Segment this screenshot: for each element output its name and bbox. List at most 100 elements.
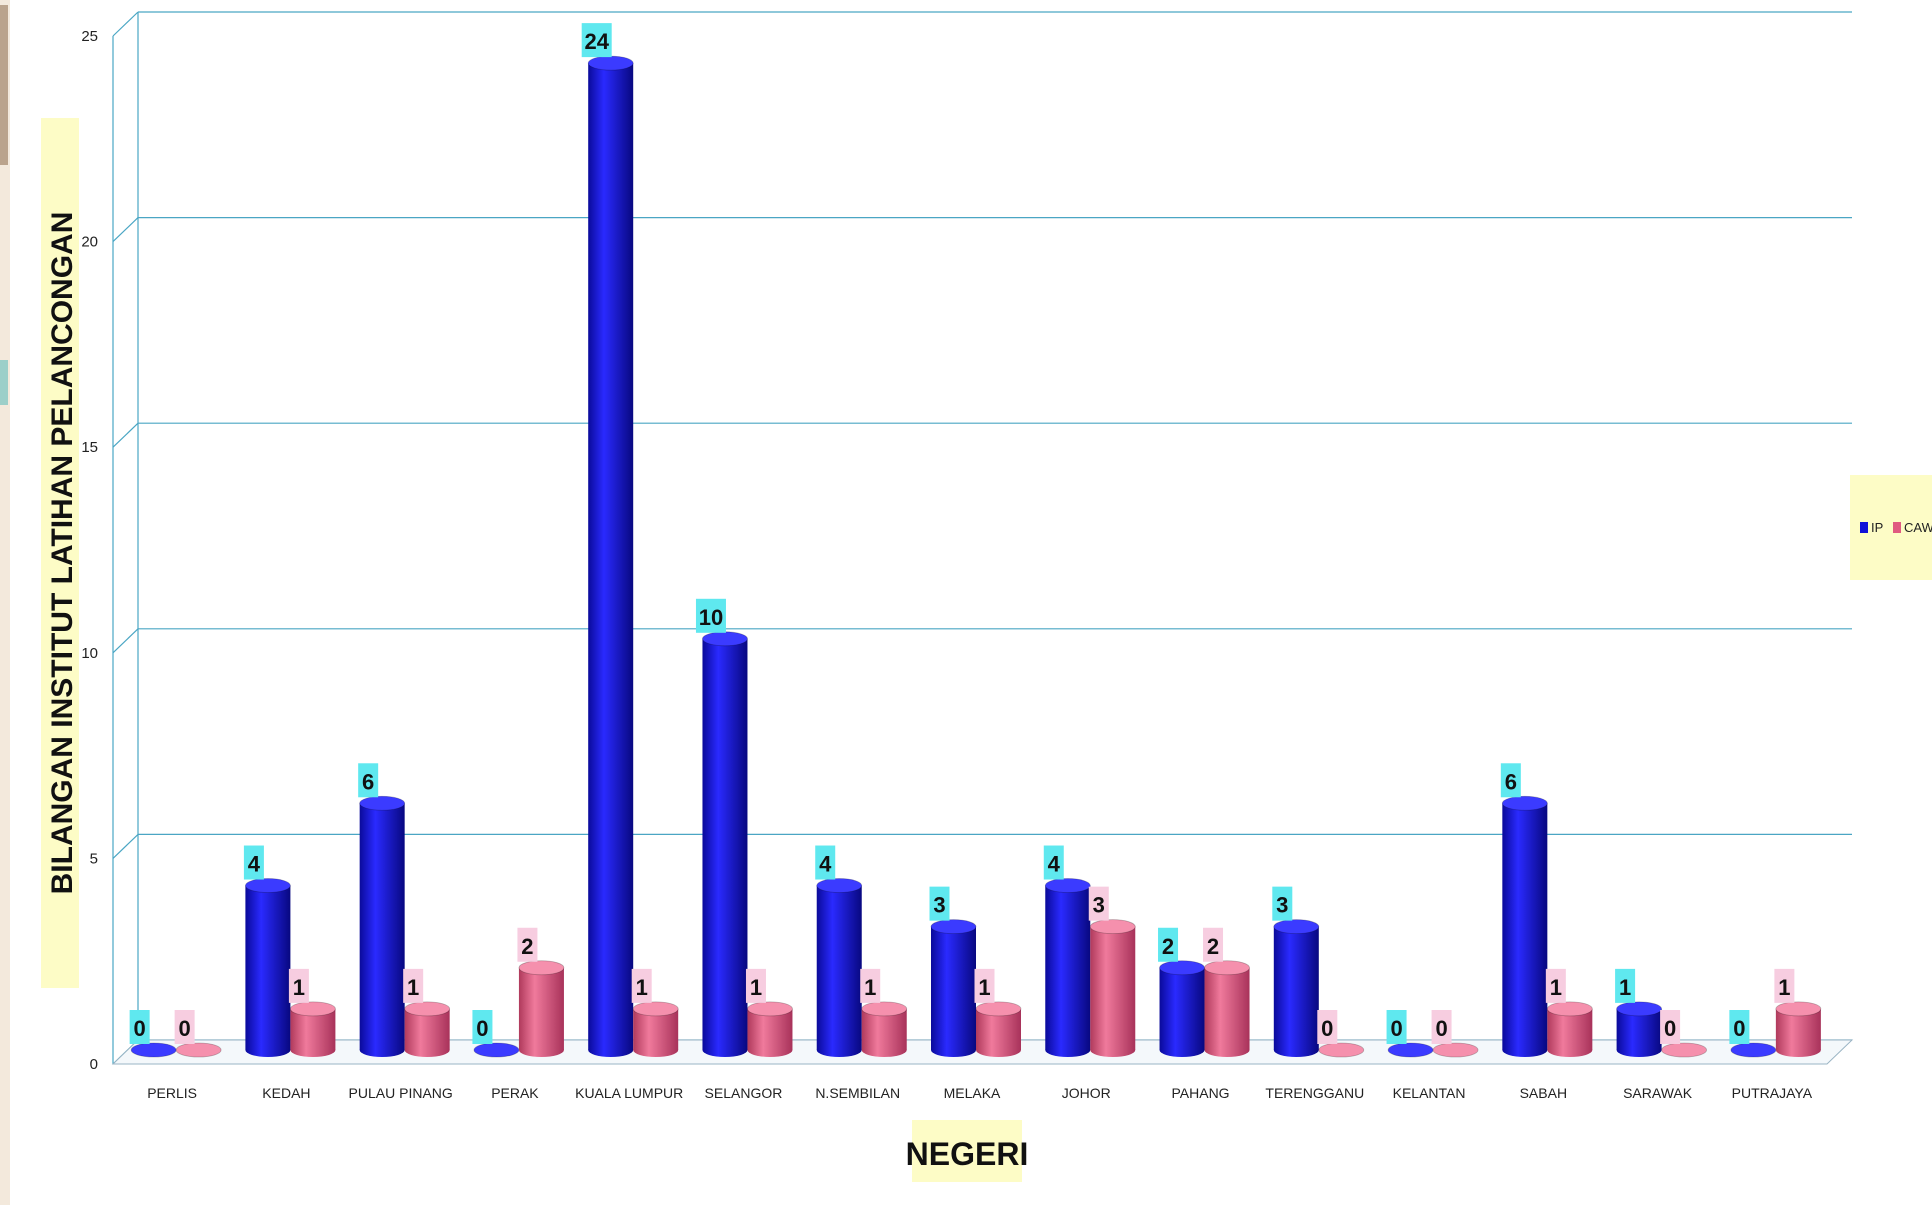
x-tick-label: KUALA LUMPUR bbox=[575, 1085, 683, 1101]
y-tick-label: 20 bbox=[81, 234, 98, 251]
svg-text:0: 0 bbox=[134, 1016, 146, 1041]
x-tick-label: PULAU PINANG bbox=[349, 1085, 453, 1101]
svg-text:3: 3 bbox=[933, 893, 945, 918]
bar-caw bbox=[1661, 1042, 1707, 1058]
data-label-ip: 4 bbox=[1043, 845, 1064, 880]
svg-text:1: 1 bbox=[1778, 975, 1790, 1000]
x-axis-title: NEGERI bbox=[906, 1136, 1029, 1172]
data-label-caw: 1 bbox=[1774, 968, 1795, 1003]
x-tick-label: MELAKA bbox=[944, 1085, 1001, 1101]
data-label-caw: 0 bbox=[1317, 1010, 1338, 1044]
bar-ip bbox=[1044, 878, 1091, 1057]
svg-text:2: 2 bbox=[1162, 934, 1174, 959]
svg-text:6: 6 bbox=[1505, 769, 1517, 794]
bars bbox=[130, 55, 1822, 1058]
bar-ip bbox=[1273, 919, 1320, 1057]
svg-text:1: 1 bbox=[978, 975, 990, 1000]
data-label-ip: 6 bbox=[358, 763, 379, 798]
data-label-ip: 6 bbox=[1500, 763, 1521, 798]
bar-ip bbox=[816, 878, 863, 1057]
svg-text:24: 24 bbox=[584, 29, 609, 54]
svg-text:0: 0 bbox=[1435, 1016, 1447, 1041]
svg-text:0: 0 bbox=[476, 1016, 488, 1041]
bar-caw bbox=[1432, 1042, 1479, 1058]
data-label-ip: 1 bbox=[1615, 968, 1636, 1003]
y-axis-title-group: BILANGAN INSTITUT LATIHAN PELANCONGAN bbox=[41, 118, 79, 988]
svg-text:1: 1 bbox=[864, 975, 876, 1000]
gridline-side bbox=[112, 217, 139, 243]
bar-caw bbox=[518, 960, 565, 1057]
svg-text:1: 1 bbox=[1550, 975, 1562, 1000]
bar-ip bbox=[244, 878, 291, 1057]
x-tick-label: PERAK bbox=[491, 1085, 539, 1101]
data-label-caw: 1 bbox=[288, 968, 309, 1003]
bar-ip bbox=[587, 55, 634, 1057]
svg-text:4: 4 bbox=[1048, 852, 1061, 877]
x-tick-label: TERENGGANU bbox=[1265, 1085, 1364, 1101]
legend: IP CAW bbox=[1850, 475, 1932, 580]
x-axis-title-group: NEGERI bbox=[906, 1120, 1029, 1182]
x-tick-label: KELANTAN bbox=[1393, 1085, 1466, 1101]
data-label-ip: 4 bbox=[815, 845, 836, 880]
svg-text:3: 3 bbox=[1276, 893, 1288, 918]
bar-ip bbox=[473, 1042, 520, 1058]
data-label-ip: 3 bbox=[1272, 886, 1293, 921]
bar-caw bbox=[1089, 919, 1136, 1057]
y-axis-title: BILANGAN INSTITUT LATIHAN PELANCONGAN bbox=[46, 212, 79, 895]
x-tick-label: SELANGOR bbox=[705, 1085, 783, 1101]
bar-ip bbox=[1730, 1042, 1777, 1058]
svg-text:10: 10 bbox=[699, 605, 723, 630]
gridline-side bbox=[112, 422, 139, 448]
data-label-caw: 3 bbox=[1088, 886, 1109, 921]
gridline-side bbox=[112, 11, 139, 37]
bar-ip bbox=[702, 631, 748, 1057]
bar-caw bbox=[975, 1001, 1022, 1057]
bar-ip bbox=[930, 919, 977, 1057]
x-tick-label: N.SEMBILAN bbox=[815, 1085, 900, 1101]
svg-text:0: 0 bbox=[1390, 1016, 1402, 1041]
svg-text:3: 3 bbox=[1093, 893, 1105, 918]
data-label-ip: 4 bbox=[243, 845, 264, 880]
y-tick-label: 25 bbox=[81, 28, 98, 45]
y-axis-ticks: 0 5 10 15 20 25 bbox=[81, 28, 98, 1073]
x-tick-label: SABAH bbox=[1520, 1085, 1567, 1101]
svg-text:0: 0 bbox=[1664, 1016, 1676, 1041]
x-tick-label: PAHANG bbox=[1171, 1085, 1229, 1101]
data-label-ip: 0 bbox=[129, 1010, 150, 1044]
data-label-caw: 2 bbox=[1203, 927, 1224, 962]
data-label-caw: 1 bbox=[1545, 968, 1566, 1003]
data-label-caw: 1 bbox=[745, 968, 766, 1003]
gridline-side bbox=[112, 833, 139, 859]
bar-caw bbox=[1318, 1042, 1365, 1058]
data-label-caw: 0 bbox=[1660, 1010, 1681, 1044]
data-label-ip: 0 bbox=[472, 1010, 493, 1044]
svg-text:2: 2 bbox=[521, 934, 533, 959]
svg-text:1: 1 bbox=[293, 975, 305, 1000]
bar-caw bbox=[1204, 960, 1250, 1057]
data-label-caw: 1 bbox=[974, 968, 995, 1003]
svg-text:0: 0 bbox=[1321, 1016, 1333, 1041]
bar-ip bbox=[1387, 1042, 1434, 1058]
svg-text:0: 0 bbox=[179, 1016, 191, 1041]
grid-lines bbox=[112, 11, 1852, 1065]
data-label-ip: 0 bbox=[1729, 1010, 1750, 1044]
bar-caw bbox=[1775, 1001, 1822, 1057]
x-axis-categories: PERLIS KEDAH PULAU PINANG PERAK KUALA LUMPUR… bbox=[147, 1085, 1812, 1101]
y-tick-label: 5 bbox=[90, 850, 98, 867]
x-tick-label: SARAWAK bbox=[1623, 1085, 1693, 1101]
legend-label-ip: IP bbox=[1871, 520, 1883, 535]
bar-caw bbox=[861, 1001, 908, 1057]
x-tick-label: JOHOR bbox=[1062, 1085, 1111, 1101]
data-label-ip: 0 bbox=[1386, 1010, 1407, 1044]
data-label-caw: 1 bbox=[860, 968, 881, 1003]
bar-caw bbox=[175, 1042, 222, 1058]
x-tick-label: PUTRAJAYA bbox=[1732, 1085, 1813, 1101]
legend-label-caw: CAW bbox=[1904, 520, 1932, 535]
data-label-ip: 10 bbox=[695, 598, 726, 633]
data-label-ip: 3 bbox=[929, 886, 950, 921]
data-label-caw: 1 bbox=[631, 968, 652, 1003]
svg-text:1: 1 bbox=[750, 975, 762, 1000]
x-tick-label: PERLIS bbox=[147, 1085, 197, 1101]
data-label-caw: 0 bbox=[174, 1010, 195, 1044]
